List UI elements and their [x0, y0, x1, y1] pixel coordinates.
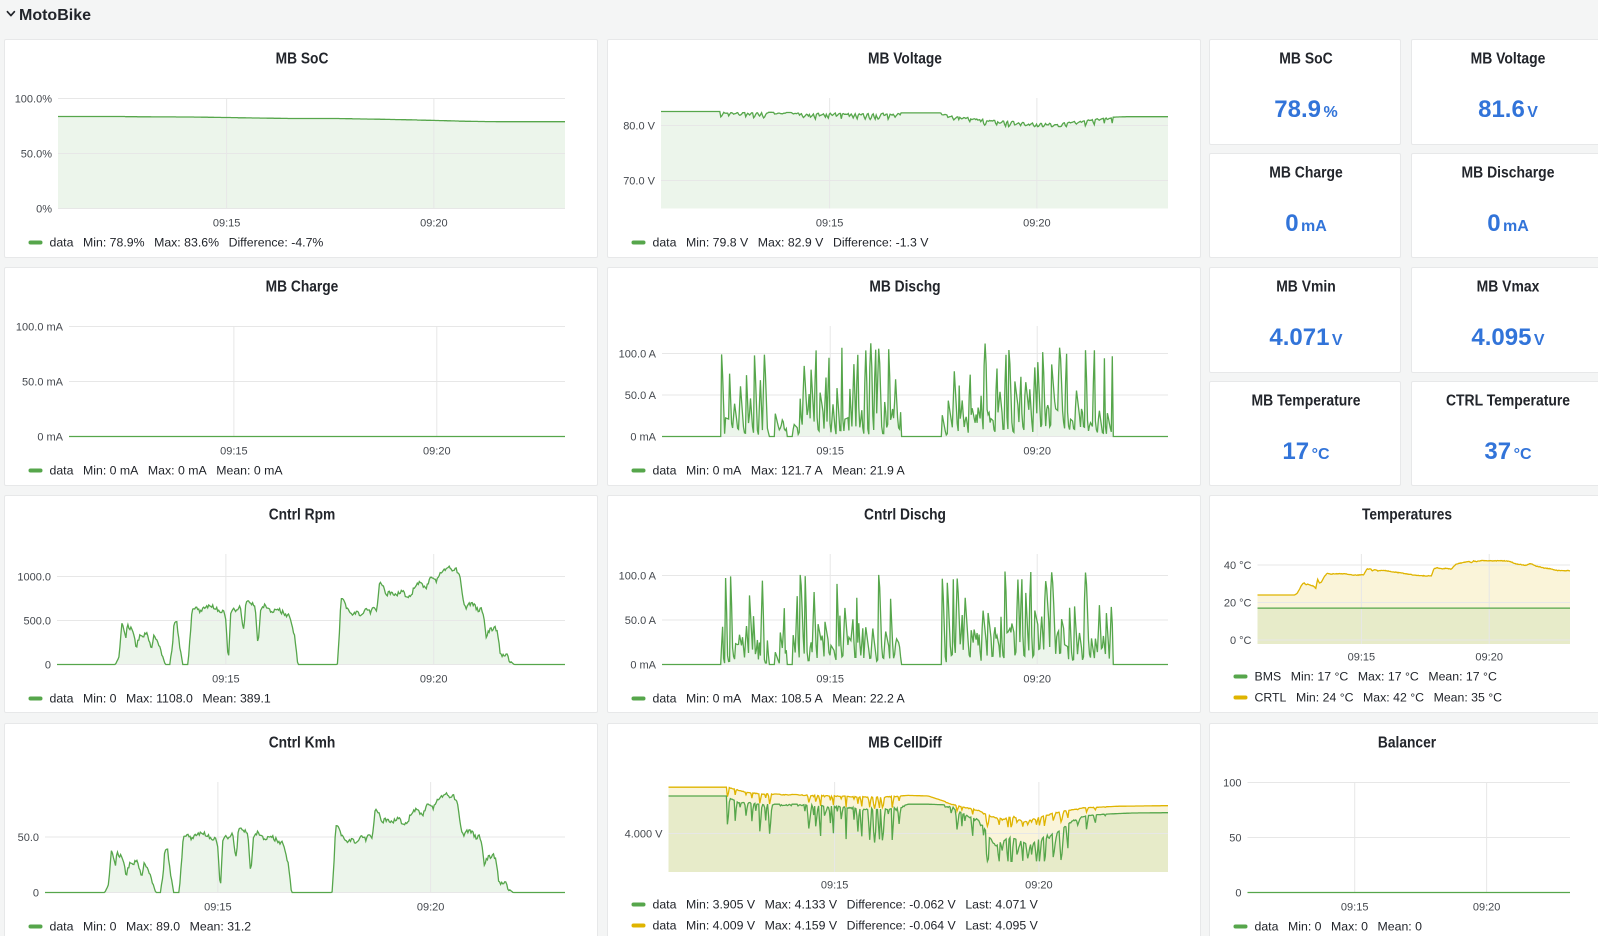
svg-text:CTRL Temperature: CTRL Temperature — [1446, 392, 1570, 409]
svg-text:data Min: 0 Max: 0 Mean: 0: data Min: 0 Max: 0 Mean: 0 — [1255, 919, 1423, 933]
svg-text:°C: °C — [1312, 446, 1330, 463]
svg-text:Temperatures: Temperatures — [1362, 507, 1452, 524]
svg-text:09:15: 09:15 — [212, 674, 240, 686]
svg-text:09:20: 09:20 — [1475, 652, 1503, 664]
svg-text:50: 50 — [1229, 832, 1241, 844]
svg-text:20 °C: 20 °C — [1224, 597, 1252, 609]
svg-text:data Min: 0 Max: 1108.0 Mea: data Min: 0 Max: 1108.0 Mean: 389.1 — [50, 692, 271, 706]
svg-text:V: V — [1534, 332, 1545, 349]
svg-text:17: 17 — [1282, 438, 1309, 465]
svg-text:BMS Min: 17 °C Max: 17 °C M: BMS Min: 17 °C Max: 17 °C Mean: 17 °C — [1255, 670, 1497, 684]
svg-text:0 mA: 0 mA — [37, 431, 63, 443]
svg-text:Cntrl Rpm: Cntrl Rpm — [269, 507, 336, 524]
svg-text:0: 0 — [45, 659, 51, 671]
svg-text:09:20: 09:20 — [1023, 674, 1051, 686]
svg-text:MB Charge: MB Charge — [266, 279, 339, 296]
svg-text:09:15: 09:15 — [816, 446, 844, 458]
svg-text:100.0 mA: 100.0 mA — [16, 321, 64, 333]
svg-text:09:15: 09:15 — [815, 218, 843, 230]
svg-text:50.0 mA: 50.0 mA — [22, 376, 64, 388]
svg-text:data Min: 3.905 V Max: 4.133: data Min: 3.905 V Max: 4.133 V Differenc… — [652, 897, 1038, 911]
svg-text:81.6: 81.6 — [1478, 96, 1525, 123]
svg-text:MB Discharge: MB Discharge — [1462, 164, 1555, 181]
svg-text:°C: °C — [1514, 446, 1532, 463]
svg-text:50.0%: 50.0% — [21, 148, 52, 160]
svg-text:100.0 A: 100.0 A — [618, 348, 656, 360]
svg-text:Balancer: Balancer — [1378, 734, 1436, 751]
svg-text:data Min: 0 mA Max: 121.7 A: data Min: 0 mA Max: 121.7 A Mean: 21.9 A — [652, 464, 905, 478]
svg-text:V: V — [1332, 332, 1343, 349]
svg-text:CRTL Min: 24 °C Max: 42 °C: CRTL Min: 24 °C Max: 42 °C Mean: 35 °C — [1255, 691, 1503, 705]
svg-text:09:15: 09:15 — [820, 879, 848, 891]
svg-text:09:15: 09:15 — [213, 218, 241, 230]
svg-text:MB SoC: MB SoC — [276, 51, 329, 68]
svg-text:0: 0 — [1235, 887, 1241, 899]
svg-text:0: 0 — [1285, 210, 1298, 237]
svg-text:70.0 V: 70.0 V — [623, 175, 655, 187]
svg-text:MB Dischg: MB Dischg — [869, 279, 940, 296]
svg-text:data Min: 79.8 V Max: 82.9 V: data Min: 79.8 V Max: 82.9 V Difference:… — [652, 236, 929, 250]
svg-text:09:20: 09:20 — [1025, 879, 1053, 891]
svg-text:0: 0 — [1487, 210, 1500, 237]
svg-text:09:20: 09:20 — [1023, 446, 1051, 458]
svg-text:MB Charge: MB Charge — [1269, 164, 1343, 181]
svg-text:0%: 0% — [36, 203, 52, 215]
svg-text:37: 37 — [1484, 438, 1511, 465]
svg-text:mA: mA — [1503, 218, 1529, 235]
svg-text:09:20: 09:20 — [420, 674, 448, 686]
svg-text:%: % — [1324, 104, 1338, 121]
svg-text:09:20: 09:20 — [1023, 218, 1051, 230]
svg-text:mA: mA — [1301, 218, 1327, 235]
svg-text:MB Vmax: MB Vmax — [1477, 279, 1540, 296]
svg-text:MB Voltage: MB Voltage — [868, 51, 942, 68]
svg-text:0 mA: 0 mA — [630, 431, 656, 443]
svg-text:Cntrl Dischg: Cntrl Dischg — [864, 507, 946, 524]
svg-text:500.0: 500.0 — [23, 615, 51, 627]
svg-text:09:15: 09:15 — [1348, 652, 1376, 664]
svg-text:0 mA: 0 mA — [630, 659, 656, 671]
svg-text:data Min: 0 Max: 89.0 Mean:: data Min: 0 Max: 89.0 Mean: 31.2 — [50, 919, 252, 933]
svg-text:4.071: 4.071 — [1269, 324, 1329, 351]
svg-text:09:15: 09:15 — [220, 446, 248, 458]
svg-text:MB Temperature: MB Temperature — [1252, 392, 1361, 409]
svg-text:09:20: 09:20 — [420, 218, 448, 230]
svg-text:100: 100 — [1223, 777, 1241, 789]
svg-text:100.0 A: 100.0 A — [618, 570, 656, 582]
svg-text:data Min: 0 mA Max: 0 mA Me: data Min: 0 mA Max: 0 mA Mean: 0 mA — [50, 464, 284, 478]
svg-text:09:20: 09:20 — [417, 901, 445, 913]
svg-text:50.0: 50.0 — [18, 831, 39, 843]
svg-text:40 °C: 40 °C — [1224, 560, 1252, 572]
svg-text:MB CellDiff: MB CellDiff — [868, 734, 942, 751]
svg-text:V: V — [1527, 104, 1538, 121]
svg-text:100.0%: 100.0% — [15, 93, 53, 105]
svg-text:50.0 A: 50.0 A — [624, 390, 656, 402]
svg-text:09:15: 09:15 — [816, 674, 844, 686]
svg-text:MB Voltage: MB Voltage — [1471, 51, 1546, 68]
svg-text:MB SoC: MB SoC — [1279, 51, 1333, 68]
svg-text:50.0 A: 50.0 A — [624, 615, 656, 627]
svg-text:09:15: 09:15 — [204, 901, 232, 913]
svg-text:1000.0: 1000.0 — [17, 571, 51, 583]
svg-text:4.000 V: 4.000 V — [624, 828, 663, 840]
svg-text:0: 0 — [33, 887, 39, 899]
svg-text:4.095: 4.095 — [1471, 324, 1531, 351]
svg-text:09:15: 09:15 — [1341, 901, 1369, 913]
svg-text:data Min: 0 mA Max: 108.5 A: data Min: 0 mA Max: 108.5 A Mean: 22.2 A — [652, 692, 905, 706]
svg-text:09:20: 09:20 — [423, 446, 451, 458]
svg-text:data Min: 78.9% Max: 83.6%: data Min: 78.9% Max: 83.6% Difference: -… — [50, 236, 324, 250]
svg-text:MB Vmin: MB Vmin — [1276, 279, 1336, 296]
svg-text:78.9: 78.9 — [1274, 96, 1321, 123]
svg-text:0 °C: 0 °C — [1230, 635, 1252, 647]
svg-text:Cntrl Kmh: Cntrl Kmh — [269, 734, 336, 751]
svg-text:80.0 V: 80.0 V — [623, 120, 655, 132]
svg-text:09:20: 09:20 — [1473, 901, 1501, 913]
svg-text:data Min: 4.009 V Max: 4.159: data Min: 4.009 V Max: 4.159 V Differenc… — [652, 918, 1038, 932]
